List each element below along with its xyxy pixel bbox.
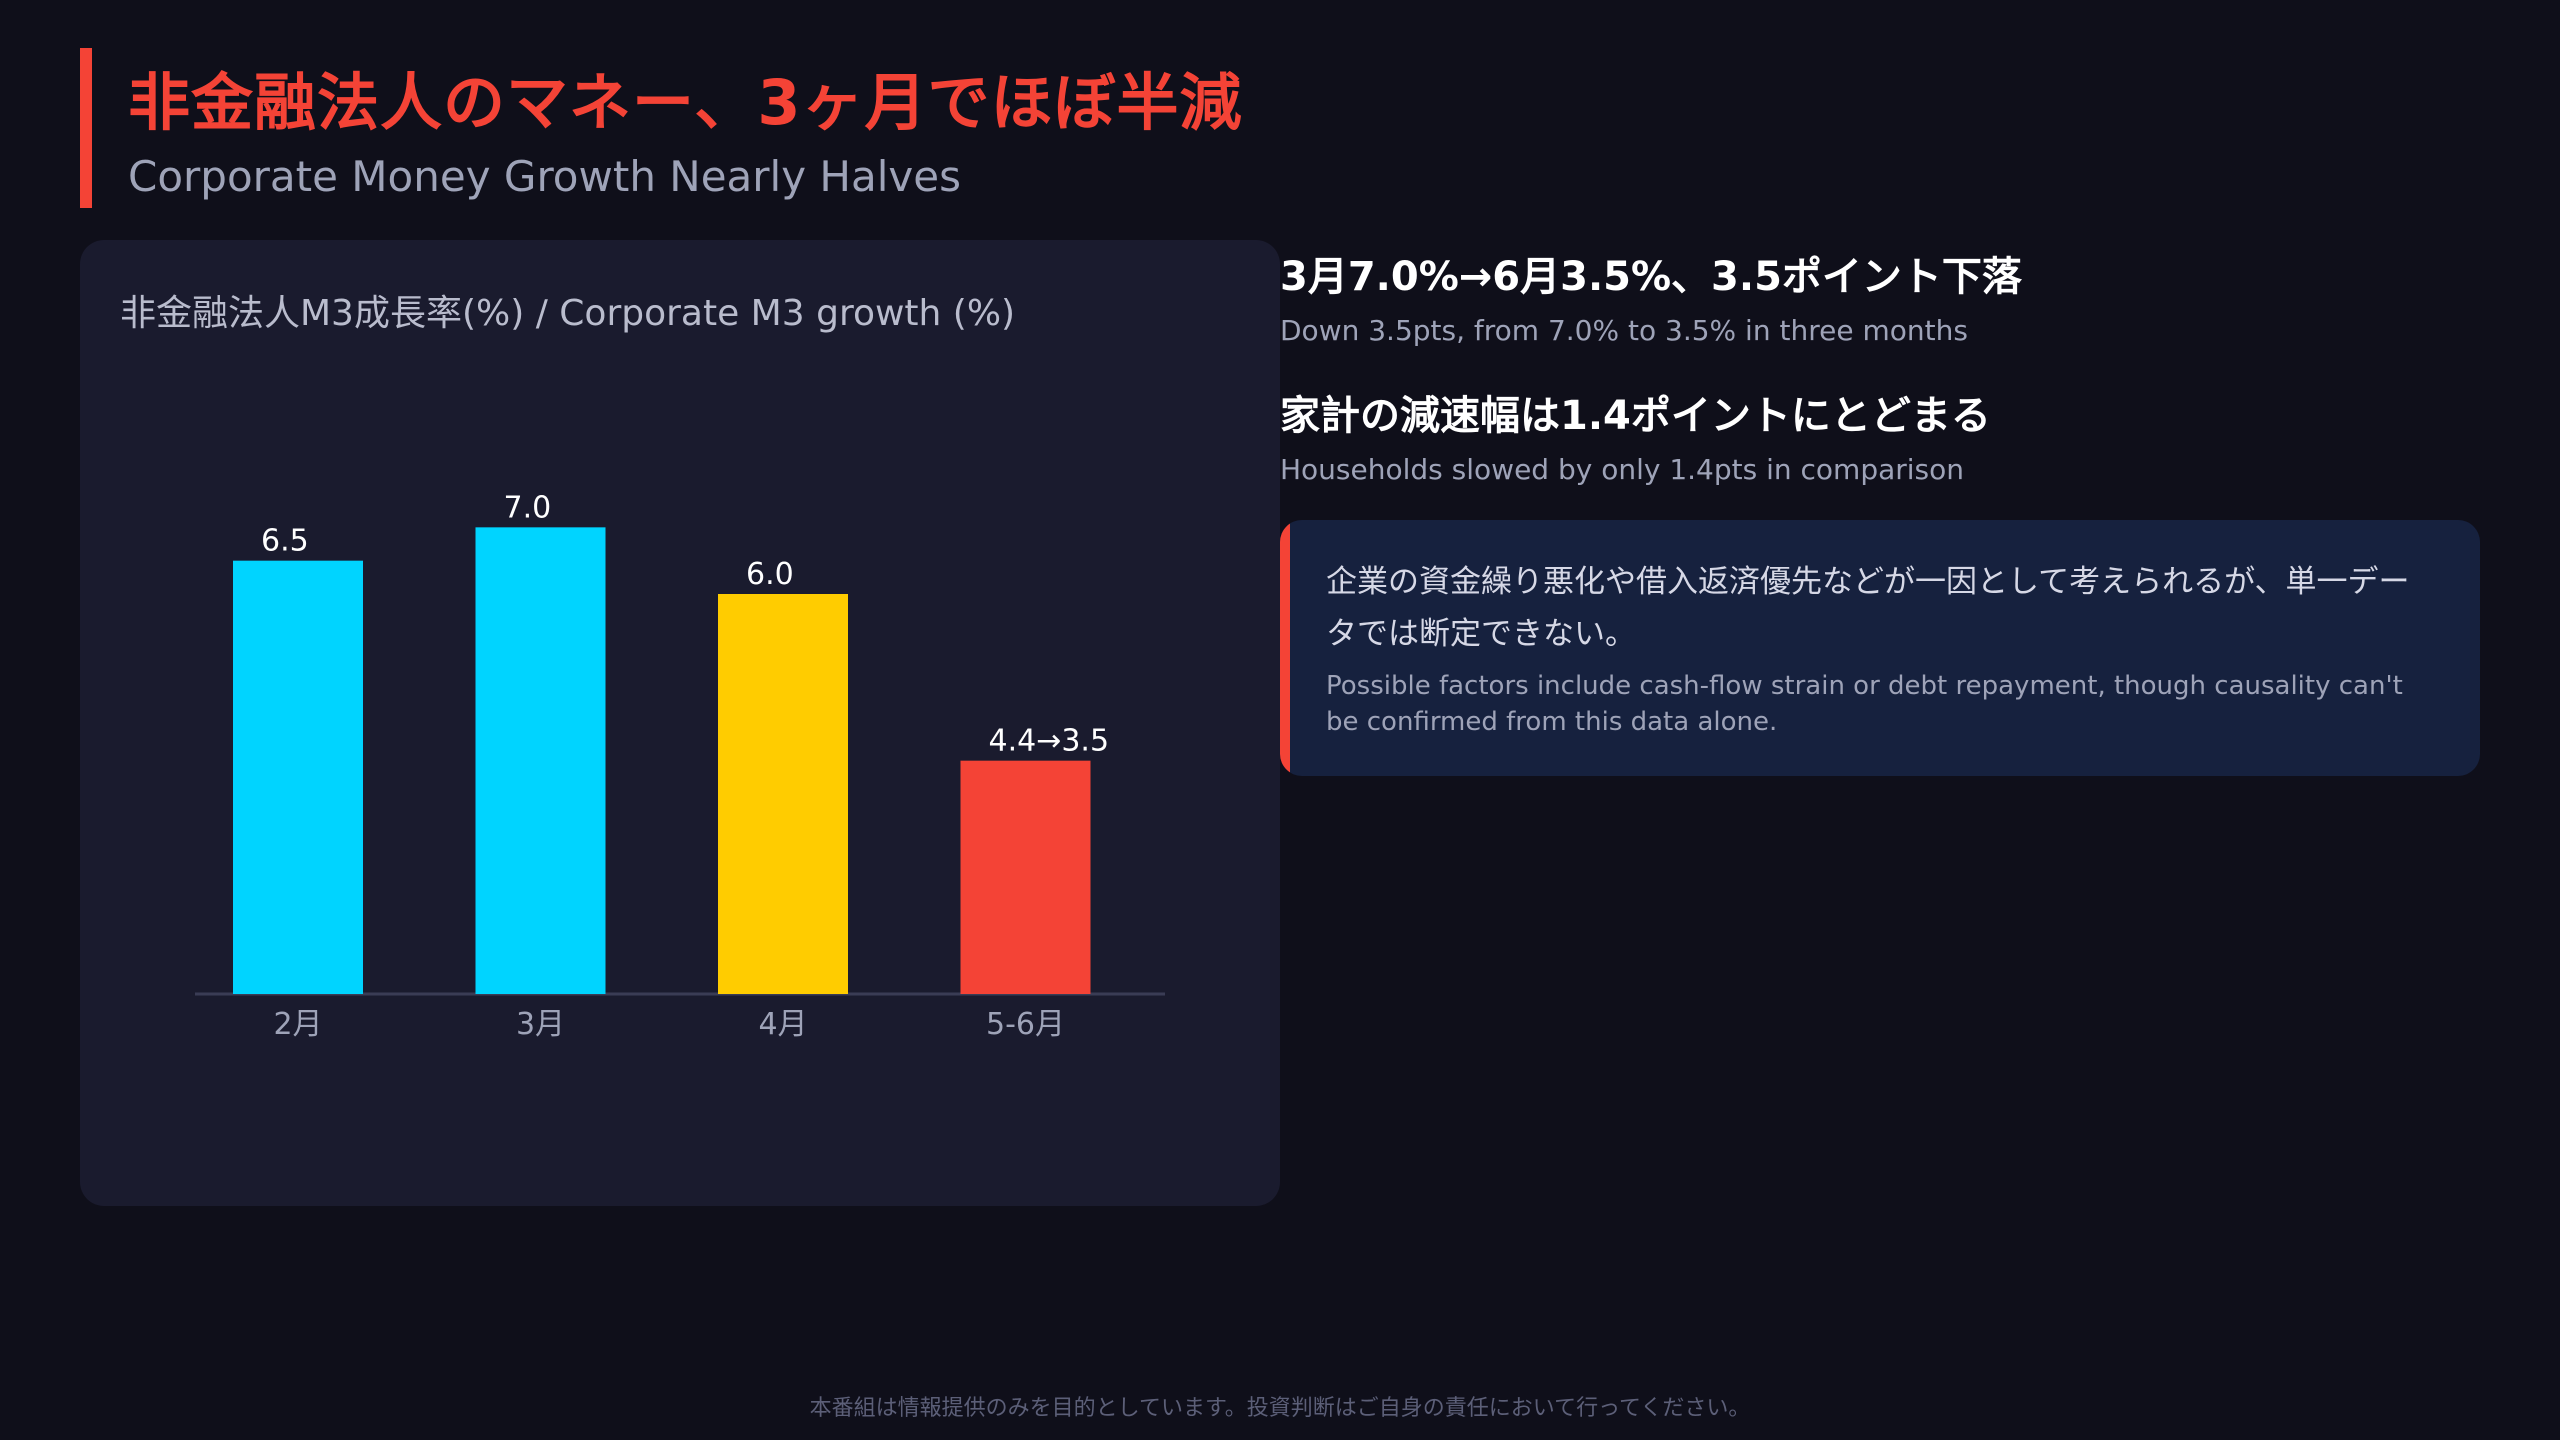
note-card: 企業の資金繰り悪化や借入返済優先などが一因として考えられるが、単一データでは断定… [1280, 520, 2480, 776]
title-accent-bar [80, 48, 92, 208]
x-tick-label: 3月 [516, 1007, 565, 1042]
key-point-2: 家計の減速幅は1.4ポイントにとどまる Households slowed by… [1280, 383, 2480, 486]
key-point-subtext: Down 3.5pts, from 7.0% to 3.5% in three … [1280, 314, 1968, 347]
data-label: 7.0 [504, 490, 552, 525]
note-text-jp: 企業の資金繰り悪化や借入返済優先などが一因として考えられるが、単一データでは断定… [1326, 564, 2410, 652]
data-label: 6.5 [261, 524, 309, 559]
key-point-1: 3月7.0%→6月3.5%、3.5ポイント下落 Down 3.5pts, fro… [1280, 244, 2480, 347]
x-tick-label: 2月 [273, 1007, 322, 1042]
bar-5-6月 [960, 760, 1091, 994]
bar-2月 [233, 560, 363, 994]
page-subtitle: Corporate Money Growth Nearly Halves [128, 152, 961, 201]
key-point-subtext: Households slowed by only 1.4pts in comp… [1280, 453, 1965, 486]
chart-card: 非金融法人M3成長率(%) / Corporate M3 growth (%) … [80, 240, 1280, 1206]
bar-chart: 6.5 2月 7.0 3月 6.0 4月 4.4→3.5 5-6月 [195, 490, 1165, 1042]
x-tick-label: 4月 [758, 1007, 807, 1042]
key-point-heading: 3月7.0%→6月3.5%、3.5ポイント下落 [1280, 254, 2022, 300]
page-title: 非金融法人のマネー、3ヶ月でほぼ半減 [128, 66, 1243, 139]
note-accent-bar [1280, 520, 1290, 776]
disclaimer-footer: 本番組は情報提供のみを目的としています。投資判断はご自身の責任において行ってくだ… [809, 1396, 1751, 1421]
key-point-heading: 家計の減速幅は1.4ポイントにとどまる [1280, 393, 1991, 439]
data-label: 6.0 [746, 557, 794, 592]
x-tick-label: 5-6月 [986, 1007, 1065, 1042]
chart-title: 非金融法人M3成長率(%) / Corporate M3 growth (%) [120, 293, 1016, 334]
bar-3月 [475, 527, 606, 994]
bar-4月 [718, 594, 848, 994]
data-label: 4.4→3.5 [989, 724, 1110, 759]
note-text-en: Possible factors include cash-flow strai… [1326, 671, 2403, 737]
